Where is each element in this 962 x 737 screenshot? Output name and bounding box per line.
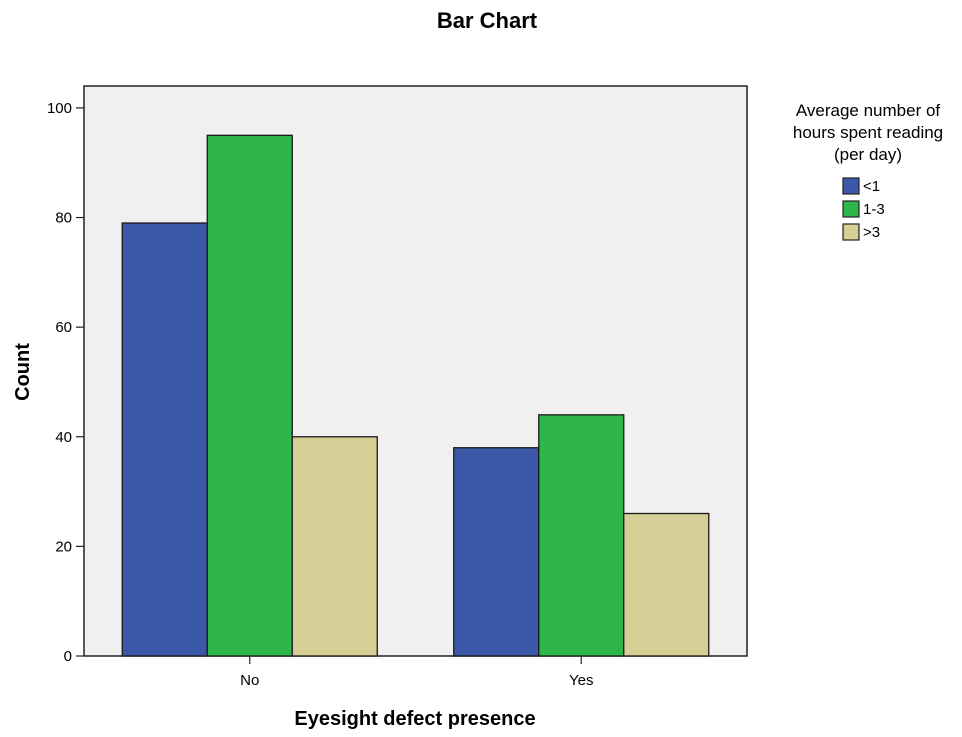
bar-yes-series-0	[453, 447, 540, 657]
y-tick-label: 100	[47, 100, 72, 117]
x-axis: No Yes	[240, 656, 593, 689]
y-tick-label: 0	[64, 648, 72, 665]
legend-items: <1 1-3 >3	[842, 177, 885, 241]
y-tick-label: 60	[55, 319, 72, 336]
bar-yes-series-1	[538, 414, 625, 657]
legend-swatch	[842, 177, 860, 195]
y-tick-label: 40	[55, 429, 72, 446]
legend-title-line: hours spent reading	[793, 123, 943, 142]
bar-no-series-2	[291, 436, 378, 657]
bars-group	[121, 134, 710, 657]
legend-title: Average number of hours spent reading (per…	[793, 101, 943, 164]
legend-label: >3	[863, 224, 880, 241]
legend-title-line: Average number of	[796, 101, 941, 120]
legend-swatch	[842, 223, 860, 241]
y-axis: 0 20 40 60 80 100	[47, 100, 84, 665]
legend-swatch	[842, 200, 860, 218]
legend: Average number of hours spent reading (per…	[793, 101, 943, 241]
bar-no-series-0	[121, 222, 208, 657]
x-tick-label: No	[240, 672, 259, 689]
chart-title: Bar Chart	[437, 8, 538, 33]
legend-label: 1-3	[863, 201, 885, 218]
x-axis-label: Eyesight defect presence	[294, 708, 535, 730]
legend-title-line: (per day)	[834, 145, 902, 164]
bar-yes-series-2	[623, 512, 710, 657]
y-axis-label: Count	[12, 343, 34, 401]
bar-no-series-1	[206, 134, 293, 657]
legend-label: <1	[863, 178, 880, 195]
x-tick-label: Yes	[569, 672, 593, 689]
y-tick-label: 20	[55, 538, 72, 555]
y-tick-label: 80	[55, 210, 72, 227]
